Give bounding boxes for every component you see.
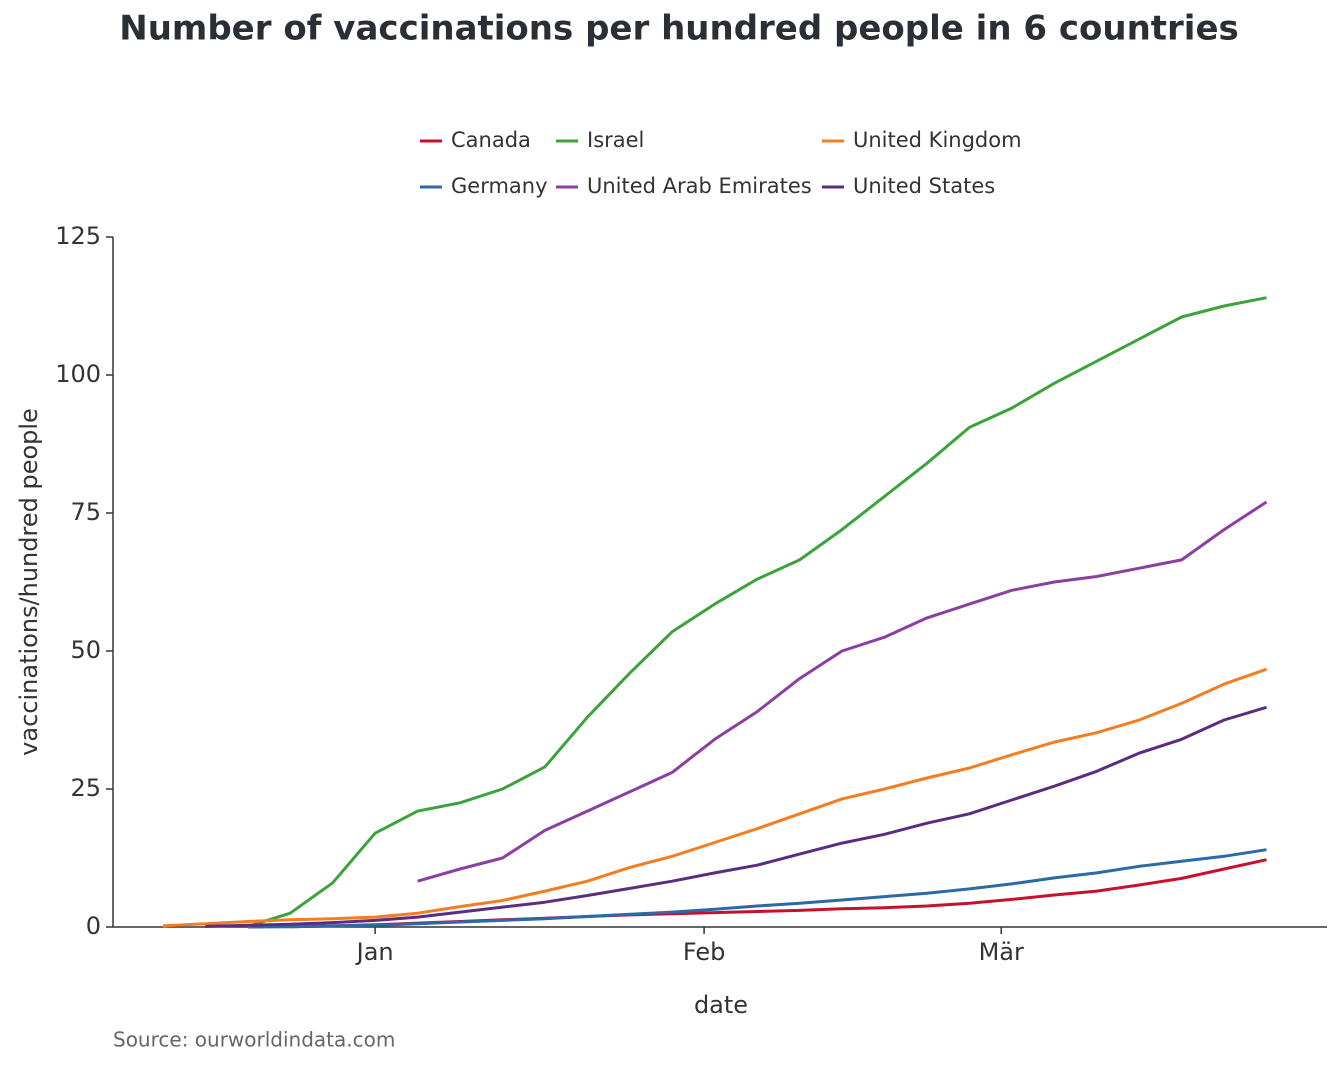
- series-line: [417, 500, 1268, 883]
- legend-label: Israel: [587, 128, 644, 152]
- legend-label: United Arab Emirates: [587, 174, 812, 198]
- y-axis-label: vaccinations/hundred people: [15, 408, 43, 756]
- y-tick-label: 0: [86, 912, 101, 940]
- x-tick-label: Jan: [355, 938, 394, 966]
- y-tick-label: 100: [55, 360, 101, 388]
- series-line: [162, 667, 1267, 928]
- legend-label: United Kingdom: [853, 128, 1022, 152]
- legend-label: Germany: [451, 174, 548, 198]
- chart-title: Number of vaccinations per hundred peopl…: [119, 9, 1239, 49]
- x-tick-label: Feb: [683, 938, 726, 966]
- y-tick-label: 25: [70, 774, 101, 802]
- y-tick-label: 50: [70, 636, 101, 664]
- series-line: [205, 705, 1267, 928]
- y-tick-label: 125: [55, 222, 101, 250]
- legend-label: Canada: [451, 128, 531, 152]
- y-tick-label: 75: [70, 498, 101, 526]
- legend-label: United States: [853, 174, 995, 198]
- x-tick-label: Mär: [979, 938, 1024, 966]
- x-axis-label: date: [694, 991, 748, 1019]
- source: Source: ourworldindata.com: [113, 1028, 395, 1052]
- series-line: [247, 848, 1267, 929]
- series-line: [247, 296, 1267, 928]
